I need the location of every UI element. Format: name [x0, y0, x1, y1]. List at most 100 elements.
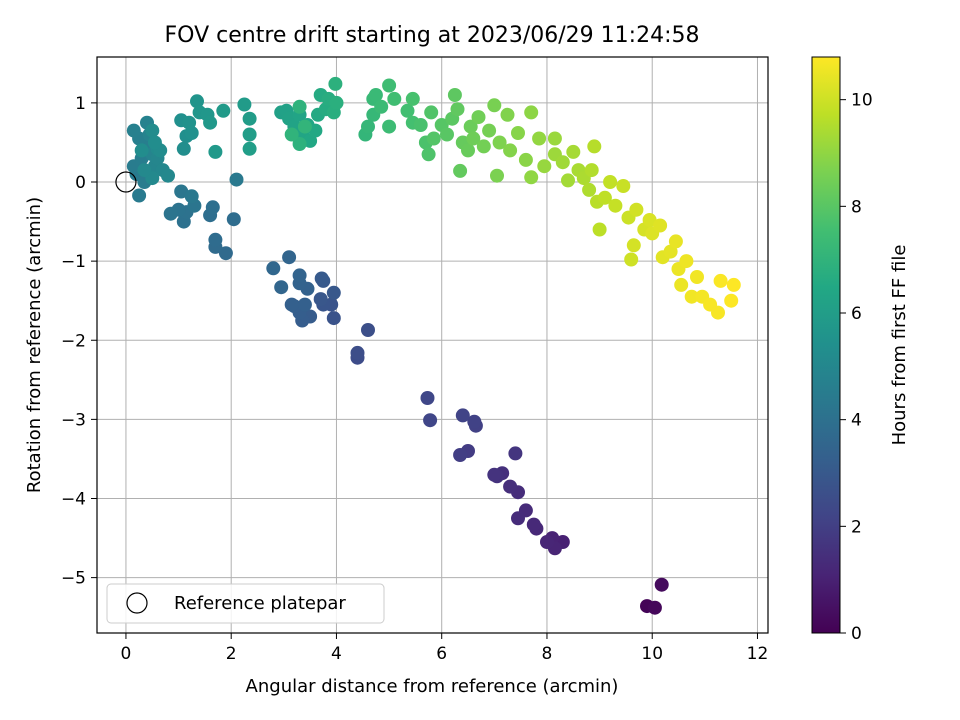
- data-point: [537, 159, 552, 174]
- data-point: [603, 175, 618, 189]
- data-point: [400, 103, 415, 118]
- x-tick-label: 8: [542, 644, 553, 664]
- x-tick-label: 12: [747, 644, 769, 664]
- data-point: [413, 118, 428, 132]
- data-point: [653, 218, 668, 233]
- colorbar-tick-label: 6: [851, 304, 862, 324]
- data-point: [482, 123, 497, 138]
- data-points: [126, 76, 741, 615]
- data-point: [424, 105, 439, 120]
- y-axis-label: Rotation from reference (arcmin): [24, 197, 45, 493]
- data-point: [328, 76, 343, 91]
- data-point: [463, 119, 478, 134]
- data-point: [303, 133, 318, 148]
- data-point: [174, 184, 189, 199]
- data-point: [526, 517, 541, 532]
- data-point: [674, 277, 689, 292]
- data-point: [374, 99, 389, 114]
- x-tick-label: 0: [121, 644, 132, 664]
- data-point: [455, 408, 470, 423]
- data-point: [724, 293, 739, 308]
- x-tick-label: 10: [641, 644, 663, 664]
- data-point: [668, 234, 683, 249]
- y-axis-ticks: −5 −4 −3 −2 −1 0 1: [61, 94, 97, 589]
- data-point: [329, 95, 344, 110]
- data-point: [242, 111, 257, 126]
- data-point: [203, 115, 218, 130]
- data-point: [561, 173, 575, 188]
- data-point: [284, 127, 299, 142]
- data-point: [616, 179, 631, 193]
- data-point: [266, 261, 281, 276]
- data-point: [713, 273, 728, 288]
- data-point: [297, 297, 312, 312]
- legend-box: [106, 583, 385, 624]
- data-point: [461, 143, 475, 158]
- legend: Reference platepar: [106, 583, 385, 624]
- data-point: [503, 143, 518, 158]
- data-point: [511, 511, 525, 526]
- x-axis-label: Angular distance from reference (arcmin): [246, 676, 619, 697]
- x-axis-ticks: 0 2 4 6 8 10 12: [121, 633, 769, 664]
- data-point: [679, 254, 694, 269]
- y-tick-label: 1: [75, 94, 86, 114]
- colorbar: 0 2 4 6 8 10 Hours from first FF file: [811, 56, 910, 644]
- colorbar-ticks: 0 2 4 6 8 10: [840, 91, 873, 644]
- plot-frame: [96, 56, 769, 634]
- y-tick-label: −2: [61, 331, 86, 351]
- data-point: [450, 102, 465, 117]
- data-point: [726, 277, 741, 292]
- data-point: [503, 479, 518, 494]
- data-point: [566, 144, 581, 159]
- data-point: [654, 577, 669, 592]
- data-point: [282, 250, 297, 265]
- x-tick-label: 6: [436, 644, 447, 664]
- colorbar-label: Hours from first FF file: [889, 245, 910, 446]
- data-point: [555, 155, 570, 170]
- data-point: [361, 119, 375, 134]
- data-point: [518, 152, 533, 167]
- data-point: [466, 131, 481, 146]
- data-point: [711, 305, 725, 320]
- data-point: [584, 163, 599, 178]
- data-point: [624, 252, 639, 267]
- data-point: [487, 467, 502, 482]
- data-point: [313, 292, 328, 307]
- data-point: [582, 182, 597, 197]
- data-point: [176, 141, 191, 156]
- data-point: [423, 413, 438, 428]
- data-point: [684, 289, 699, 304]
- data-point: [229, 172, 244, 187]
- data-point: [147, 135, 162, 150]
- chart-title: FOV centre drift starting at 2023/06/29 …: [165, 23, 700, 48]
- data-point: [547, 131, 562, 146]
- data-point: [132, 188, 147, 203]
- data-point: [471, 110, 486, 125]
- data-point: [642, 213, 657, 227]
- data-point: [490, 168, 504, 183]
- legend-entry-reference-platepar: Reference platepar: [174, 593, 346, 614]
- data-point: [629, 202, 644, 217]
- data-point: [308, 123, 323, 138]
- data-point: [487, 98, 502, 113]
- data-point: [163, 206, 178, 221]
- data-point: [382, 78, 397, 93]
- x-tick-label: 4: [331, 644, 342, 664]
- y-tick-label: −3: [61, 410, 86, 430]
- data-point: [218, 246, 233, 261]
- data-point: [361, 323, 375, 337]
- data-point: [587, 139, 602, 154]
- data-point: [292, 268, 307, 283]
- data-point: [608, 198, 623, 213]
- data-point: [440, 127, 454, 142]
- y-tick-label: 0: [75, 173, 86, 193]
- data-point: [467, 414, 482, 429]
- y-tick-label: −1: [61, 252, 86, 272]
- data-point: [426, 131, 441, 146]
- data-point: [387, 91, 402, 106]
- data-point: [216, 103, 231, 118]
- data-point: [314, 271, 329, 286]
- data-point: [524, 105, 539, 120]
- reference-marker-group: [115, 171, 137, 193]
